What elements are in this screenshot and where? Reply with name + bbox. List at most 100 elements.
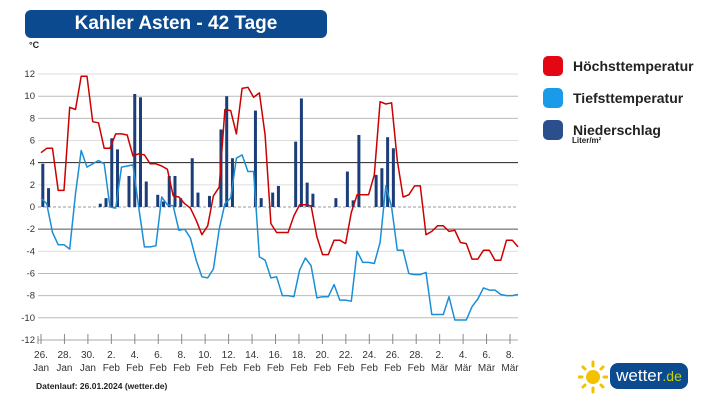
y-tick-label: 2	[30, 180, 35, 191]
legend-label-max: Höchsttemperatur	[573, 58, 694, 74]
x-tick-month: Feb	[267, 363, 285, 374]
y-tick-label: -2	[27, 224, 35, 235]
x-tick-day: 30.	[81, 350, 95, 361]
y-tick-label: -6	[27, 268, 35, 279]
x-tick-day: 8.	[506, 350, 514, 361]
x-tick-day: 28.	[57, 350, 71, 361]
y-tick-label: 0	[30, 202, 35, 213]
y-axis-unit: °C	[29, 40, 40, 50]
y-tick-label: 6	[30, 136, 35, 147]
precip-bar	[98, 203, 102, 207]
precip-bar	[299, 98, 303, 207]
x-tick-month: Feb	[220, 363, 238, 374]
x-tick-day: 16.	[269, 350, 283, 361]
x-tick-month: Feb	[408, 363, 426, 374]
legend-swatch-max	[543, 56, 563, 76]
x-tick-month: Jan	[33, 363, 49, 374]
precip-bar	[253, 110, 257, 207]
precip-bar	[167, 175, 171, 207]
precip-bar	[207, 195, 211, 207]
precip-bar	[276, 185, 280, 207]
wetter-de-logo: wetter.de	[578, 360, 690, 394]
precip-bar	[104, 198, 108, 207]
max-temperature-line	[40, 75, 519, 261]
y-tick-label: -12	[21, 335, 35, 346]
x-tick-month: Feb	[290, 363, 308, 374]
logo-suffix: .de	[662, 368, 682, 384]
y-tick-label: 8	[30, 113, 35, 124]
precip-bar	[334, 198, 338, 207]
precip-bar	[127, 175, 131, 207]
precip-bar	[173, 175, 177, 207]
y-tick-label: -4	[27, 246, 35, 257]
precip-bar	[374, 174, 378, 207]
x-tick-month: Jan	[56, 363, 72, 374]
data-run-info: Datenlauf: 26.01.2024 (wetter.de)	[36, 381, 168, 391]
x-tick-day: 6.	[154, 350, 162, 361]
precip-bar	[294, 141, 298, 207]
chart-title: Kahler Asten - 42 Tage Wettertrend	[25, 10, 327, 62]
legend-swatch-precip	[543, 120, 563, 140]
y-tick-label: -8	[27, 291, 35, 302]
x-tick-month: Mär	[454, 363, 472, 374]
precip-bar	[41, 163, 45, 207]
x-tick-month: Mär	[478, 363, 496, 374]
precip-bar	[305, 182, 309, 207]
precip-bar	[138, 97, 142, 207]
legend-label-precip: Niederschlag	[573, 122, 661, 138]
x-tick-day: 26.	[386, 350, 400, 361]
x-tick-month: Feb	[384, 363, 402, 374]
precip-bar	[391, 148, 395, 207]
x-tick-day: 18.	[292, 350, 306, 361]
precip-bar	[116, 149, 120, 207]
x-tick-month: Jan	[80, 363, 96, 374]
x-tick-month: Feb	[126, 363, 144, 374]
precip-bar	[110, 138, 114, 207]
x-tick-day: 8.	[178, 350, 186, 361]
x-tick-month: Feb	[243, 363, 261, 374]
precip-bar	[196, 192, 200, 207]
precip-bar	[259, 198, 263, 207]
x-tick-day: 4.	[459, 350, 467, 361]
x-tick-day: 2.	[435, 350, 443, 361]
x-tick-month: Feb	[314, 363, 332, 374]
precip-bar	[47, 188, 51, 207]
legend-item-max: Höchsttemperatur	[543, 50, 694, 82]
legend: Höchsttemperatur Tiefsttemperatur Nieder…	[543, 50, 694, 146]
x-tick-day: 20.	[315, 350, 329, 361]
y-tick-label: -10	[21, 313, 35, 324]
x-tick-day: 10.	[198, 350, 212, 361]
precip-bar	[357, 134, 361, 207]
precip-bar	[345, 171, 349, 207]
x-tick-month: Feb	[197, 363, 215, 374]
precip-bar	[133, 93, 137, 207]
x-tick-day: 2.	[107, 350, 115, 361]
logo-wordmark: wetter.de	[610, 363, 688, 389]
x-tick-month: Mär	[431, 363, 449, 374]
legend-item-min: Tiefsttemperatur	[543, 82, 694, 114]
x-tick-day: 28.	[409, 350, 423, 361]
legend-item-precip: Niederschlag	[543, 114, 694, 146]
precip-bar	[144, 181, 148, 207]
x-tick-day: 6.	[482, 350, 490, 361]
x-tick-day: 12.	[222, 350, 236, 361]
legend-swatch-min	[543, 88, 563, 108]
precip-bar	[380, 168, 384, 207]
x-tick-day: 22.	[339, 350, 353, 361]
precip-bar	[311, 193, 315, 207]
x-tick-day: 26.	[34, 350, 48, 361]
legend-label-min: Tiefsttemperatur	[573, 90, 684, 106]
x-tick-day: 14.	[245, 350, 259, 361]
precip-bar	[179, 198, 183, 207]
min-temperature-line	[40, 149, 519, 321]
y-tick-label: 10	[24, 91, 35, 102]
precip-bar	[156, 194, 160, 207]
y-tick-label: 4	[30, 158, 35, 169]
x-tick-month: Feb	[150, 363, 168, 374]
precip-bar	[386, 137, 390, 207]
x-tick-month: Feb	[103, 363, 121, 374]
precip-bar	[190, 158, 194, 207]
precip-bar	[225, 96, 229, 207]
precip-unit: Liter/m²	[572, 136, 602, 145]
